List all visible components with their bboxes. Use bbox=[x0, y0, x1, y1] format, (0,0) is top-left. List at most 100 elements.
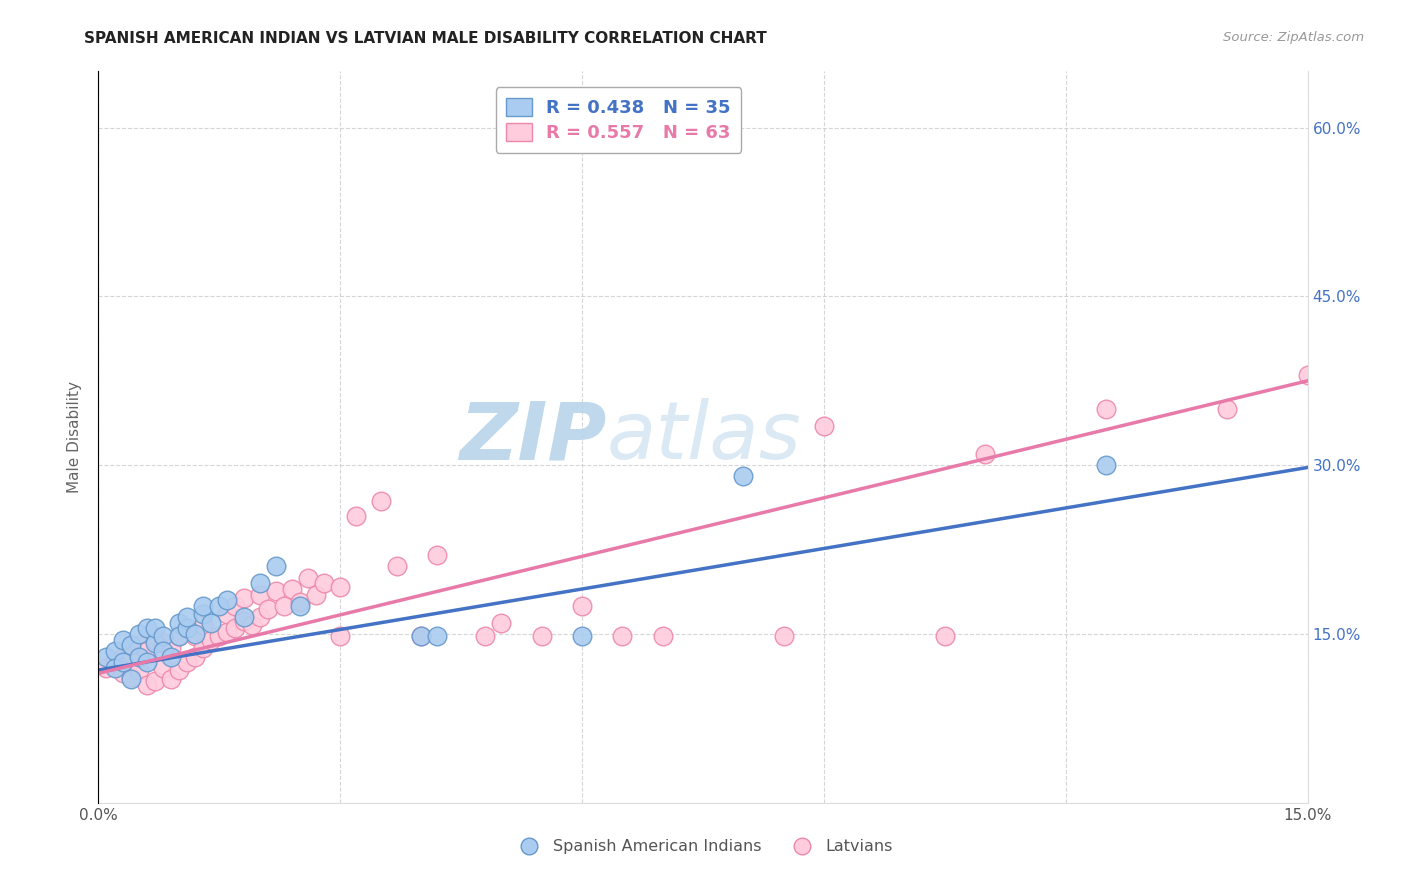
Point bbox=[160, 649, 183, 664]
Point bbox=[264, 559, 287, 574]
Point bbox=[128, 638, 150, 652]
Point bbox=[474, 629, 496, 643]
Legend: Spanish American Indians, Latvians: Spanish American Indians, Latvians bbox=[506, 833, 900, 861]
Point bbox=[733, 469, 755, 483]
Point bbox=[152, 636, 174, 650]
Text: ZIP: ZIP bbox=[458, 398, 606, 476]
Point bbox=[135, 655, 157, 669]
Point bbox=[128, 649, 150, 664]
Point bbox=[160, 640, 183, 655]
Text: SPANISH AMERICAN INDIAN VS LATVIAN MALE DISABILITY CORRELATION CHART: SPANISH AMERICAN INDIAN VS LATVIAN MALE … bbox=[84, 31, 768, 46]
Point bbox=[385, 559, 408, 574]
Point bbox=[409, 629, 432, 643]
Point bbox=[193, 618, 215, 632]
Point bbox=[111, 649, 134, 664]
Point bbox=[143, 621, 166, 635]
Point bbox=[217, 607, 239, 621]
Point bbox=[288, 595, 311, 609]
Point bbox=[167, 615, 190, 630]
Point bbox=[120, 638, 142, 652]
Point bbox=[232, 591, 254, 605]
Point bbox=[143, 632, 166, 647]
Point bbox=[184, 629, 207, 643]
Point bbox=[314, 576, 336, 591]
Point bbox=[167, 629, 190, 643]
Point bbox=[167, 663, 190, 677]
Point bbox=[232, 614, 254, 628]
Point bbox=[103, 655, 125, 669]
Point bbox=[305, 588, 328, 602]
Point bbox=[208, 599, 231, 613]
Point bbox=[409, 629, 432, 643]
Point bbox=[651, 629, 673, 643]
Point bbox=[176, 621, 198, 635]
Point bbox=[1095, 401, 1118, 416]
Point bbox=[491, 615, 513, 630]
Point bbox=[217, 624, 239, 639]
Point bbox=[96, 649, 118, 664]
Point bbox=[571, 599, 593, 613]
Point bbox=[249, 588, 271, 602]
Point bbox=[176, 655, 198, 669]
Point bbox=[143, 674, 166, 689]
Point bbox=[224, 599, 246, 613]
Point bbox=[208, 629, 231, 643]
Point bbox=[329, 580, 352, 594]
Point bbox=[240, 618, 263, 632]
Point bbox=[232, 610, 254, 624]
Point bbox=[1095, 458, 1118, 473]
Point bbox=[111, 655, 134, 669]
Point bbox=[256, 602, 278, 616]
Point bbox=[128, 627, 150, 641]
Point bbox=[1296, 368, 1319, 383]
Point bbox=[152, 644, 174, 658]
Point bbox=[176, 610, 198, 624]
Point bbox=[370, 494, 392, 508]
Text: Source: ZipAtlas.com: Source: ZipAtlas.com bbox=[1223, 31, 1364, 45]
Point bbox=[288, 599, 311, 613]
Point bbox=[193, 599, 215, 613]
Point bbox=[426, 629, 449, 643]
Point bbox=[167, 629, 190, 643]
Point bbox=[176, 621, 198, 635]
Point bbox=[612, 629, 634, 643]
Point bbox=[160, 672, 183, 686]
Point bbox=[111, 632, 134, 647]
Point bbox=[111, 666, 134, 681]
Point bbox=[120, 647, 142, 661]
Point bbox=[329, 629, 352, 643]
Point bbox=[264, 584, 287, 599]
Point bbox=[135, 621, 157, 635]
Point bbox=[344, 508, 367, 523]
Point bbox=[772, 629, 794, 643]
Point bbox=[249, 576, 271, 591]
Point bbox=[934, 629, 956, 643]
Point bbox=[1216, 401, 1239, 416]
Point bbox=[143, 636, 166, 650]
Point bbox=[152, 629, 174, 643]
Point bbox=[200, 632, 222, 647]
Point bbox=[571, 629, 593, 643]
Point bbox=[426, 548, 449, 562]
Point bbox=[193, 640, 215, 655]
Point bbox=[135, 644, 157, 658]
Point bbox=[103, 644, 125, 658]
Point bbox=[249, 610, 271, 624]
Point bbox=[184, 649, 207, 664]
Point bbox=[96, 661, 118, 675]
Point bbox=[120, 672, 142, 686]
Point bbox=[120, 670, 142, 684]
Point bbox=[135, 678, 157, 692]
Point bbox=[297, 571, 319, 585]
Point bbox=[217, 593, 239, 607]
Point bbox=[193, 607, 215, 621]
Point bbox=[813, 418, 835, 433]
Point bbox=[184, 627, 207, 641]
Point bbox=[273, 599, 295, 613]
Point bbox=[974, 447, 997, 461]
Point bbox=[224, 621, 246, 635]
Point bbox=[530, 629, 553, 643]
Point bbox=[128, 663, 150, 677]
Point bbox=[281, 582, 304, 596]
Y-axis label: Male Disability: Male Disability bbox=[67, 381, 83, 493]
